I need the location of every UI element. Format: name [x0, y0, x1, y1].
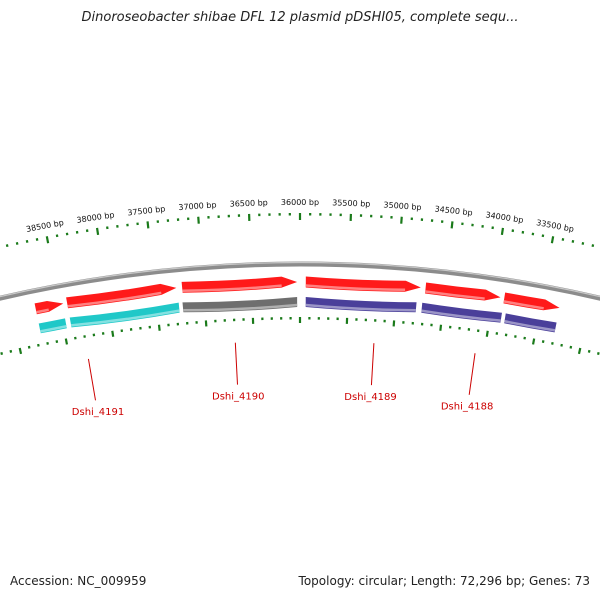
ruler-label: 38000 bp	[76, 210, 115, 224]
cds-shade	[183, 303, 298, 312]
cds-arrow	[181, 276, 298, 293]
ruler-label: 34500 bp	[434, 204, 473, 217]
cds-shade	[305, 284, 406, 291]
inner-minor-tick	[9, 349, 13, 353]
inner-minor-tick	[27, 345, 31, 349]
ruler-label: 34000 bp	[485, 210, 524, 224]
inner-minor-tick	[569, 345, 573, 349]
inner-major-tick	[439, 324, 443, 331]
ruler-label: 37000 bp	[178, 200, 217, 212]
inner-major-tick	[64, 338, 69, 345]
cds-arrow	[425, 282, 501, 301]
inner-major-tick	[157, 324, 161, 331]
cds-shade	[40, 325, 67, 333]
ruler-major-tick	[197, 216, 200, 224]
ruler-label: 36500 bp	[229, 198, 267, 208]
backbone-arc	[0, 261, 600, 301]
ruler-minor-tick	[5, 244, 9, 248]
ruler-label: 35000 bp	[383, 200, 422, 212]
ruler-label: 37500 bp	[127, 204, 166, 217]
feature-tracks	[34, 276, 560, 334]
ruler-minor-tick	[581, 242, 585, 245]
ruler-label: 35500 bp	[332, 198, 370, 208]
gene-label: Dshi_4190	[212, 392, 264, 403]
gene-leader-line	[234, 342, 238, 385]
inner-minor-tick	[560, 343, 563, 347]
ruler-major-tick	[146, 221, 150, 229]
ruler-major-tick	[400, 216, 403, 224]
inner-major-tick	[111, 330, 115, 337]
ruler-minor-tick	[15, 242, 19, 245]
ruler-major-tick	[95, 227, 100, 236]
backbone-highlight	[0, 261, 600, 298]
topology-summary: Topology: circular; Length: 72,296 bp; G…	[298, 574, 590, 588]
inner-minor-tick	[0, 352, 4, 355]
bp-ruler	[5, 213, 595, 248]
inner-minor-tick	[587, 349, 591, 353]
backbone-ring	[0, 261, 600, 301]
gene-labels: Dshi_4191 Dshi_4190 Dshi_4189 Dshi_4188	[72, 342, 493, 418]
cds-block	[69, 302, 180, 328]
gene-label: Dshi_4191	[72, 407, 124, 418]
sequence-title: Dinoroseobacter shibae DFL 12 plasmid pD…	[81, 10, 519, 25]
inner-minor-tick	[37, 343, 40, 347]
inner-major-tick	[18, 347, 23, 355]
cds-shade	[305, 303, 416, 312]
inner-major-tick	[577, 347, 582, 355]
gene-label: Dshi_4189	[344, 392, 396, 403]
gene-leader-line	[87, 358, 96, 401]
gene-leader-line	[370, 343, 375, 386]
cds-shade	[36, 308, 49, 314]
ruler-label: 36000 bp	[281, 198, 319, 207]
ruler-major-tick	[45, 236, 50, 244]
ruler-major-tick	[550, 236, 555, 244]
gene-leader-line	[468, 353, 476, 395]
ruler-label: 33500 bp	[536, 218, 575, 234]
cds-shade	[67, 291, 162, 308]
inner-ruler	[0, 317, 600, 355]
inner-major-tick	[485, 330, 489, 337]
ruler-major-tick	[450, 221, 454, 229]
cds-shade	[182, 284, 282, 293]
ruler-label: 38500 bp	[25, 218, 64, 234]
inner-minor-tick	[596, 352, 600, 355]
cds-shade	[425, 290, 485, 300]
cds-shade	[71, 309, 180, 327]
inner-major-tick	[531, 338, 536, 345]
gene-label: Dshi_4188	[441, 402, 493, 413]
ruler-major-tick	[500, 227, 505, 236]
cds-shade	[503, 300, 544, 310]
ruler-minor-tick	[591, 244, 595, 248]
accession-text: Accession: NC_009959	[10, 574, 147, 588]
cds-shade	[421, 309, 501, 322]
cds-arrow	[503, 292, 560, 311]
cds-shade	[504, 320, 556, 332]
